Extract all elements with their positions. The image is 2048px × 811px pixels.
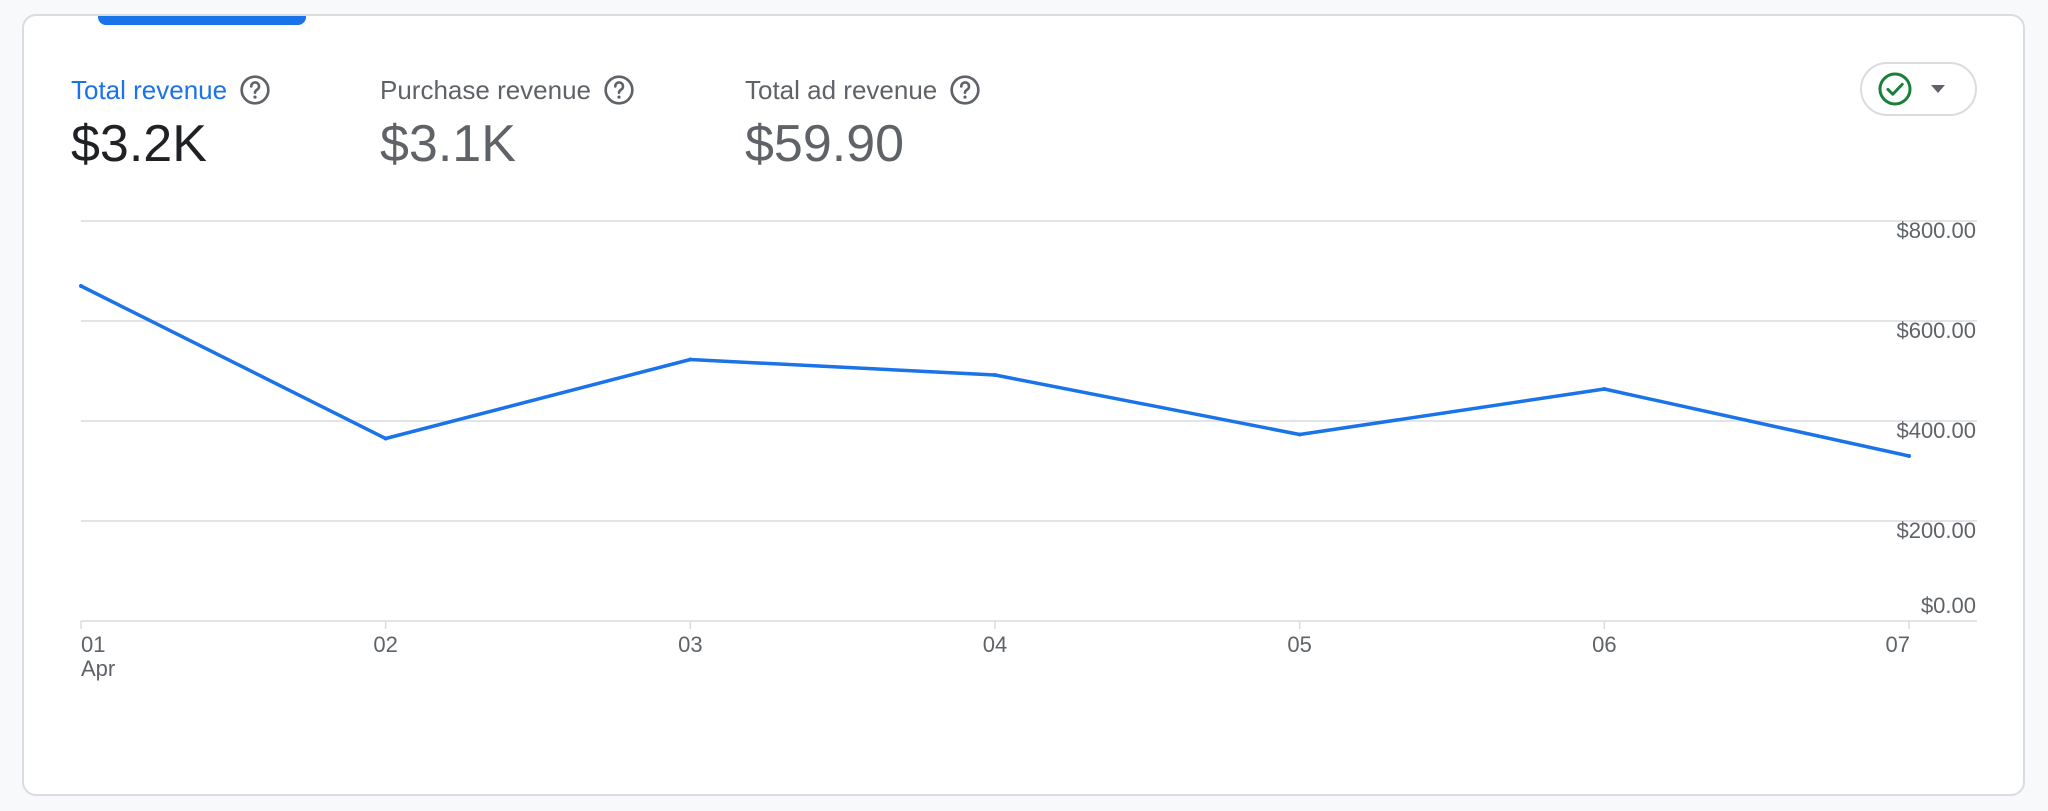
y-tick-label: $0.00 <box>1921 593 1976 618</box>
y-tick-label: $400.00 <box>1896 418 1976 443</box>
x-tick-label: 02 <box>373 632 397 657</box>
help-icon[interactable] <box>949 74 981 106</box>
metric-label: Total revenue <box>71 74 228 105</box>
metric-total-ad-revenue[interactable]: Total ad revenue $59.90 <box>745 74 981 173</box>
help-icon[interactable] <box>603 74 635 106</box>
revenue-card: Total revenue $3.2K Purchase revenue $3.… <box>22 14 2025 796</box>
y-tick-label: $200.00 <box>1896 518 1976 543</box>
active-tab-indicator <box>98 16 306 25</box>
x-tick-label: 01 <box>81 632 105 657</box>
metric-total-revenue[interactable]: Total revenue $3.2K <box>71 74 271 173</box>
data-point <box>1907 454 1911 458</box>
check-circle-icon <box>1877 71 1913 107</box>
metric-value: $3.1K <box>380 115 516 173</box>
data-point <box>79 284 83 288</box>
metric-label: Purchase revenue <box>380 74 592 105</box>
y-tick-label: $800.00 <box>1896 218 1976 243</box>
x-tick-label: 06 <box>1592 632 1616 657</box>
help-icon[interactable] <box>239 74 271 106</box>
data-point <box>383 436 388 441</box>
y-tick-label: $600.00 <box>1896 318 1976 343</box>
x-tick-label: 05 <box>1287 632 1311 657</box>
data-point <box>688 357 693 362</box>
data-point <box>993 373 997 377</box>
x-tick-sublabel: Apr <box>81 656 115 681</box>
series-line <box>79 284 1911 458</box>
x-tick-label: 07 <box>1886 632 1910 657</box>
caret-down-icon <box>1929 83 1947 95</box>
metric-value: $3.2K <box>71 115 207 173</box>
metric-label: Total ad revenue <box>745 74 938 105</box>
status-dropdown[interactable] <box>1860 62 1977 116</box>
metric-purchase-revenue[interactable]: Purchase revenue $3.1K <box>380 74 635 173</box>
x-tick-label: 03 <box>678 632 702 657</box>
data-point <box>1297 432 1302 437</box>
data-point <box>1602 387 1607 391</box>
x-tick-label: 04 <box>983 632 1007 657</box>
metric-value: $59.90 <box>745 115 905 173</box>
